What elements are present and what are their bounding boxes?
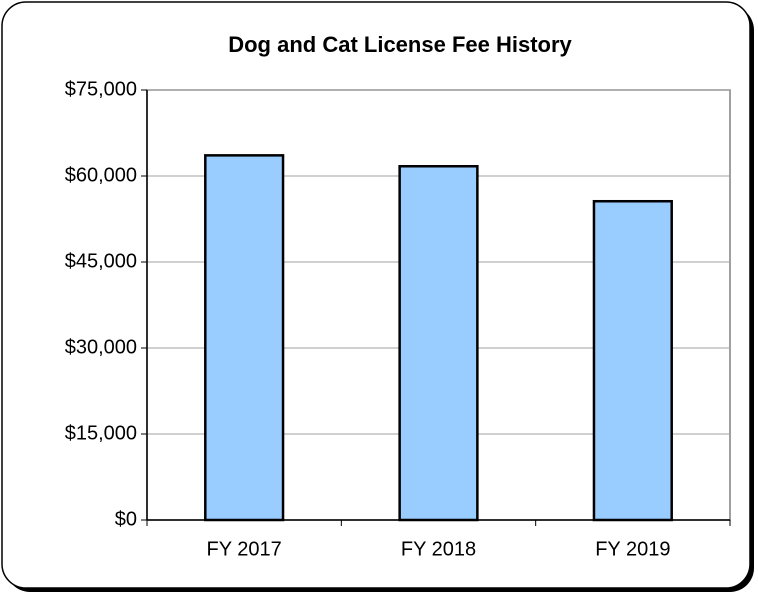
frame [1,1,751,589]
x-tick-label: FY 2017 [207,538,282,560]
y-tick-label: $60,000 [65,164,137,186]
x-tick-label: FY 2019 [595,538,670,560]
y-tick-label: $15,000 [65,422,137,444]
bar [204,154,285,522]
y-tick-label: $0 [115,508,137,530]
y-tick-label: $75,000 [65,78,137,100]
y-tick-label: $30,000 [65,336,137,358]
bar [592,199,673,522]
bar [398,165,479,522]
y-tick-label: $45,000 [65,250,137,272]
x-tick-label: FY 2018 [401,538,476,560]
chart-title: Dog and Cat License Fee History [228,32,572,57]
